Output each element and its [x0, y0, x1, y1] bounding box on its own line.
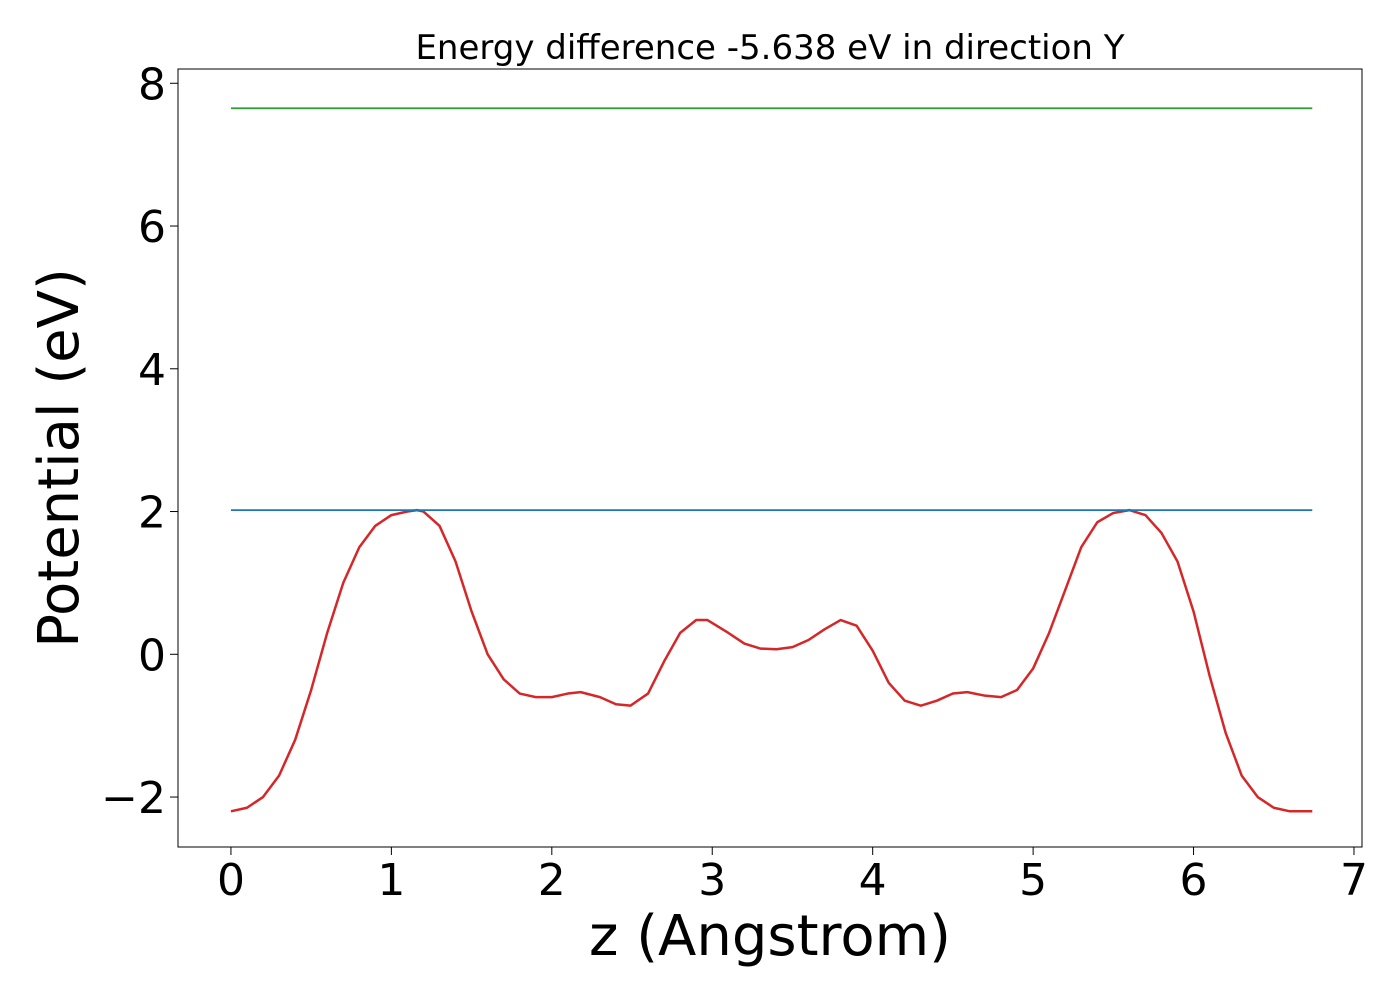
x-tick-label-2: 2	[538, 855, 566, 906]
y-tick-label-4: 6	[138, 202, 166, 253]
y-tick-label-3: 4	[138, 345, 166, 396]
x-tick-label-6: 6	[1180, 855, 1208, 906]
y-tick-label-1: 0	[138, 630, 166, 681]
x-tick-label-1: 1	[377, 855, 405, 906]
series-line-0	[230, 508, 1313, 813]
chart-title: Energy difference -5.638 eV in direction…	[415, 28, 1124, 68]
x-tick-label-3: 3	[698, 855, 726, 906]
x-tick-label-7: 7	[1340, 855, 1368, 906]
y-tick-label-2: 2	[138, 488, 166, 539]
y-axis-label: Potential (eV)	[27, 268, 92, 648]
x-tick-label-4: 4	[859, 855, 887, 906]
y-tick-label-5: 8	[138, 59, 166, 110]
x-axis-ticks: 0 1 2 3 4 5 6 7	[217, 847, 1368, 906]
x-tick-label-5: 5	[1019, 855, 1047, 906]
plot-frame	[177, 68, 1363, 848]
x-axis-label: z (Angstrom)	[589, 904, 951, 969]
series-layer	[230, 107, 1313, 813]
y-tick-label-0: −2	[101, 773, 166, 824]
x-tick-label-0: 0	[217, 855, 245, 906]
y-axis-ticks: −2 0 2 4 6 8	[101, 59, 178, 824]
